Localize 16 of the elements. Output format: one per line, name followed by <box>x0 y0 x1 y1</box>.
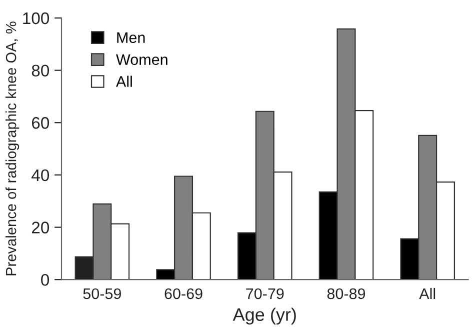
y-axis-title: Prevalence of radiographic knee OA, % <box>6 22 20 276</box>
x-axis-title: Age (yr) <box>232 308 296 325</box>
x-tick-label: 60-69 <box>164 288 202 300</box>
y-tick-label: 80 <box>32 64 50 77</box>
x-tick-label: 50-59 <box>83 288 121 300</box>
y-tick-label: 60 <box>32 117 50 129</box>
x-tick-label: 80-89 <box>327 288 366 300</box>
y-tick-label: 40 <box>32 169 50 182</box>
x-tick-label: All <box>419 288 436 299</box>
y-tick-label: 20 <box>32 222 50 234</box>
x-tick-label: 70-79 <box>246 288 284 300</box>
legend-label: All <box>116 76 132 87</box>
legend-label: Men <box>117 32 145 44</box>
y-tick-label: 100 <box>23 12 50 24</box>
y-tick-label: 0 <box>41 274 50 286</box>
legend-label: Women <box>116 54 168 65</box>
